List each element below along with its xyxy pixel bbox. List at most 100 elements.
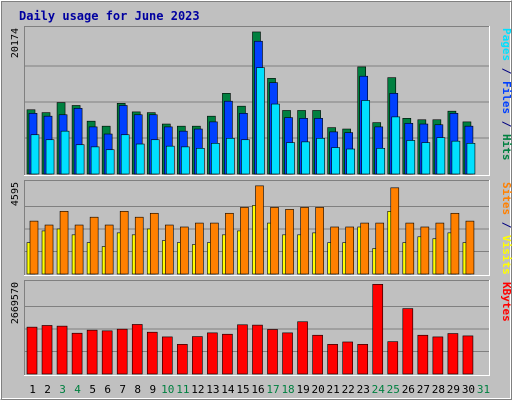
x-tick-label: 7 [119, 383, 126, 396]
bar-pages-day-3 [60, 130, 70, 175]
x-tick-label: 30 [462, 383, 475, 396]
panel-legend-label: Sites / Visits [500, 182, 512, 275]
bar-pages-day-24 [376, 148, 386, 175]
y-max-label: 4595 [10, 182, 21, 206]
bar-sites-day-11 [180, 226, 189, 275]
bar-pages-day-13 [211, 143, 220, 175]
bar-pages-day-25 [391, 116, 401, 175]
legend-part: / [500, 114, 512, 134]
bar-sites-day-25 [390, 187, 400, 275]
bar-pages-day-30 [466, 143, 476, 175]
bar-sites-day-19 [300, 207, 309, 275]
bar-kbytes-day-2 [41, 325, 53, 375]
bar-kbytes-day-9 [146, 331, 158, 375]
chart-panels: 20174 Pages / Files / Hits 4595 Sites / Vis… [10, 26, 512, 376]
bar-kbytes-day-14 [222, 333, 233, 375]
bar-pages-day-12 [196, 148, 205, 175]
bar-kbytes-day-15 [237, 324, 248, 375]
bar-kbytes-day-3 [56, 325, 68, 375]
bar-sites-day-16 [255, 185, 264, 275]
bar-pages-day-26 [406, 140, 416, 175]
bar-kbytes-day-13 [207, 332, 218, 375]
x-tick-label: 12 [191, 383, 204, 396]
bar-kbytes-day-5 [86, 329, 98, 375]
bar-kbytes-day-17 [267, 329, 278, 375]
x-tick-label: 15 [236, 383, 249, 396]
bar-kbytes-day-18 [282, 332, 293, 375]
x-tick-label: 22 [342, 383, 355, 396]
bar-pages-day-18 [286, 142, 295, 175]
bar-pages-day-4 [75, 144, 85, 175]
bar-sites-day-9 [149, 212, 159, 275]
legend-part: Hits [500, 134, 512, 161]
x-tick-label: 28 [432, 383, 445, 396]
x-tick-label: 19 [296, 383, 309, 396]
bar-pages-day-17 [271, 103, 280, 175]
legend-part: Pages [500, 28, 512, 61]
bar-kbytes-day-12 [192, 336, 203, 375]
bar-sites-day-1 [29, 220, 39, 275]
bar-pages-day-14 [226, 138, 235, 175]
bar-pages-day-20 [316, 138, 325, 175]
bar-pages-day-16 [256, 67, 265, 175]
bar-pages-day-22 [346, 148, 355, 175]
bar-kbytes-day-30 [462, 335, 474, 375]
bar-pages-day-11 [181, 146, 190, 175]
y-max-label: 20174 [10, 28, 21, 58]
bar-kbytes-day-11 [177, 344, 188, 375]
x-tick-label: 5 [89, 383, 96, 396]
bar-pages-day-2 [45, 139, 55, 175]
x-tick-label: 25 [387, 383, 400, 396]
bar-pages-day-19 [301, 141, 310, 175]
x-tick-label: 6 [104, 383, 111, 396]
bar-kbytes-day-8 [131, 324, 143, 375]
x-tick-label: 27 [417, 383, 430, 396]
bar-kbytes-day-25 [387, 341, 399, 375]
legend-part: / [500, 215, 512, 235]
panel-legend-label: KBytes [500, 282, 512, 322]
bar-sites-day-20 [315, 207, 324, 275]
bar-sites-day-6 [104, 224, 114, 275]
bar-kbytes-day-24 [372, 284, 384, 375]
y-max-label: 2669570 [10, 282, 21, 324]
bar-pages-day-28 [436, 137, 446, 175]
bar-sites-day-24 [375, 222, 385, 275]
x-tick-label: 24 [372, 383, 386, 396]
x-tick-label: 18 [281, 383, 294, 396]
x-tick-label: 20 [312, 383, 325, 396]
bar-kbytes-day-27 [417, 334, 429, 375]
x-tick-label: 11 [176, 383, 189, 396]
chart-title: Daily usage for June 2023 [19, 9, 200, 23]
bar-sites-day-12 [195, 222, 204, 275]
bar-sites-day-28 [435, 222, 445, 275]
legend-part: Visits [500, 235, 512, 275]
x-tick-label: 1 [29, 383, 36, 396]
bar-sites-day-26 [405, 222, 415, 275]
bar-sites-day-22 [345, 226, 354, 275]
bar-kbytes-day-28 [432, 336, 444, 375]
bar-sites-day-29 [450, 212, 460, 275]
bar-sites-day-13 [210, 222, 219, 275]
panel-kbytes: 2669570 KBytes [10, 280, 512, 376]
bar-kbytes-day-23 [357, 344, 369, 375]
x-tick-label: 17 [266, 383, 279, 396]
bar-pages-day-5 [90, 146, 100, 175]
bar-pages-day-9 [150, 139, 160, 175]
bar-sites-day-18 [285, 209, 294, 275]
x-tick-label: 29 [447, 383, 460, 396]
bar-sites-day-15 [240, 207, 249, 275]
x-tick-label: 9 [149, 383, 156, 396]
bar-kbytes-day-29 [447, 333, 459, 375]
bar-kbytes-day-22 [342, 341, 353, 375]
x-tick-label: 31 [477, 383, 490, 396]
bar-pages-day-27 [421, 142, 431, 175]
bar-pages-day-23 [361, 100, 371, 175]
bar-pages-day-15 [241, 139, 250, 175]
legend-part: Files [500, 81, 512, 114]
x-tick-label: 8 [134, 383, 141, 396]
bar-sites-day-2 [44, 224, 54, 275]
bar-kbytes-day-21 [327, 344, 338, 375]
bar-sites-day-5 [89, 216, 99, 275]
